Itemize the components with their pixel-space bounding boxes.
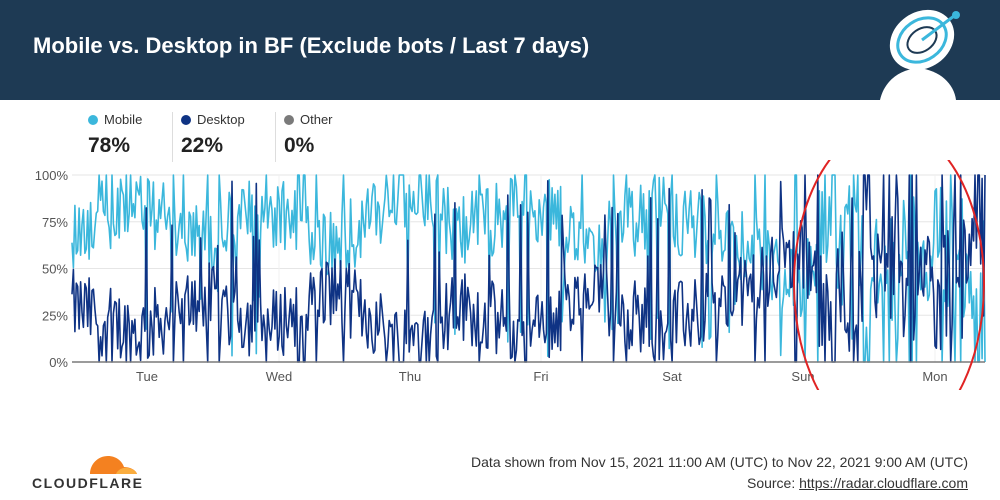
y-tick-label: 25% <box>42 308 68 323</box>
y-tick-label: 0% <box>49 355 68 370</box>
legend-dot-other <box>284 115 294 125</box>
legend-dot-mobile <box>88 115 98 125</box>
source-line: Source: https://radar.cloudflare.com <box>747 475 968 491</box>
source-label: Source: <box>746 475 796 491</box>
legend-value-desktop: 22% <box>181 134 224 157</box>
legend-label-desktop: Desktop <box>197 112 245 127</box>
source-link[interactable]: https://radar.cloudflare.com <box>799 475 968 491</box>
legend-divider <box>172 112 173 162</box>
x-tick-label: Wed <box>266 369 293 384</box>
legend-label-mobile: Mobile <box>104 112 143 127</box>
legend-divider <box>275 112 276 162</box>
data-range-text: Data shown from Nov 15, 2021 11:00 AM (U… <box>471 454 968 470</box>
legend-dot-desktop <box>181 115 191 125</box>
x-tick-label: Sat <box>662 369 682 384</box>
chart-legend: Mobile 78% Desktop 22% Other 0% <box>88 108 388 164</box>
plot-area <box>71 174 986 363</box>
line-chart: 0% 25% 50% 75% 100% Tue Wed Thu Fri Sat Sun Mon <box>35 160 986 390</box>
x-axis-ticks: Tue Wed Thu Fri Sat Sun Mon <box>136 369 948 384</box>
chart-header: Mobile vs. Desktop in BF (Exclude bots /… <box>0 0 1000 100</box>
cloudflare-logo: CLOUDFLARE <box>32 450 144 491</box>
annotation-layer <box>793 160 985 390</box>
y-axis-ticks: 0% 25% 50% 75% 100% <box>35 168 69 370</box>
cloudflare-cloud-icon <box>90 456 137 474</box>
cloudflare-wordmark: CLOUDFLARE <box>32 475 144 491</box>
x-tick-label: Tue <box>136 369 158 384</box>
x-tick-label: Mon <box>922 369 947 384</box>
annotation-ellipse <box>793 160 985 390</box>
x-tick-label: Fri <box>533 369 548 384</box>
x-tick-label: Thu <box>399 369 421 384</box>
y-tick-label: 100% <box>35 168 69 183</box>
chart-title: Mobile vs. Desktop in BF (Exclude bots /… <box>33 33 590 58</box>
satellite-dish-icon <box>880 9 960 100</box>
legend-value-other: 0% <box>284 134 315 157</box>
y-tick-label: 50% <box>42 262 68 277</box>
x-tick-label: Sun <box>791 369 814 384</box>
y-tick-label: 75% <box>42 215 68 230</box>
legend-value-mobile: 78% <box>88 134 131 157</box>
legend-label-other: Other <box>300 112 333 127</box>
